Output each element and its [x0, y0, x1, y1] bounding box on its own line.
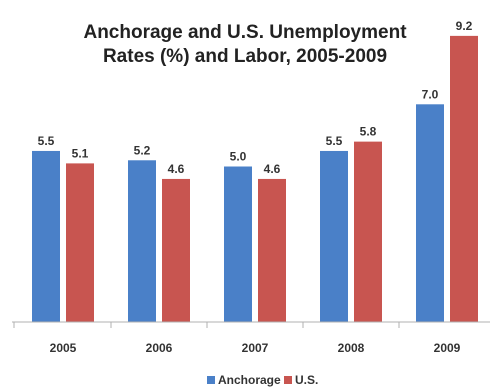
legend-swatch-anchorage	[207, 376, 215, 384]
data-label-u-s-2006: 4.6	[168, 162, 185, 176]
bar-anchorage-2008	[320, 150, 348, 322]
x-tick-label-2006: 2006	[146, 341, 173, 355]
legend-swatch-u-s	[284, 376, 292, 384]
bar-u-s-2008	[354, 141, 382, 322]
bar-u-s-2006	[162, 178, 190, 322]
bar-u-s-2009	[450, 35, 478, 322]
bars-group	[32, 35, 478, 322]
data-label-anchorage-2005: 5.5	[38, 134, 55, 148]
legend-label-u-s: U.S.	[295, 373, 318, 387]
chart-title-line-1: Anchorage and U.S. Unemployment	[83, 22, 407, 43]
x-tick-label-2007: 2007	[242, 341, 269, 355]
x-tick-label-2005: 2005	[50, 341, 77, 355]
data-label-anchorage-2009: 7.0	[422, 87, 439, 101]
x-tick-label-2008: 2008	[338, 341, 365, 355]
legend: Anchorage U.S.	[207, 373, 318, 387]
legend-label-anchorage: Anchorage	[218, 373, 281, 387]
data-label-anchorage-2008: 5.5	[326, 134, 343, 148]
data-label-u-s-2007: 4.6	[264, 162, 281, 176]
bar-u-s-2007	[258, 178, 286, 322]
x-ticks-group: 2005 2006 2007 2008 2009	[13, 322, 461, 355]
data-label-anchorage-2007: 5.0	[230, 150, 247, 164]
data-label-u-s-2008: 5.8	[360, 125, 377, 139]
data-label-anchorage-2006: 5.2	[134, 143, 151, 157]
bar-anchorage-2009	[416, 104, 444, 322]
x-tick-label-2009: 2009	[434, 341, 461, 355]
chart-title-line-2: Rates (%) and Labor, 2005-2009	[103, 46, 387, 67]
bar-anchorage-2005	[32, 150, 60, 322]
bar-anchorage-2007	[224, 166, 252, 322]
data-labels-group: 5.5 5.1 5.2 4.6 5.0 4.6 5.5 5.8 7.0 9.2	[38, 19, 473, 176]
data-label-u-s-2009: 9.2	[456, 19, 473, 33]
bar-u-s-2005	[66, 163, 94, 322]
data-label-u-s-2005: 5.1	[72, 146, 89, 160]
bar-anchorage-2006	[128, 160, 156, 322]
